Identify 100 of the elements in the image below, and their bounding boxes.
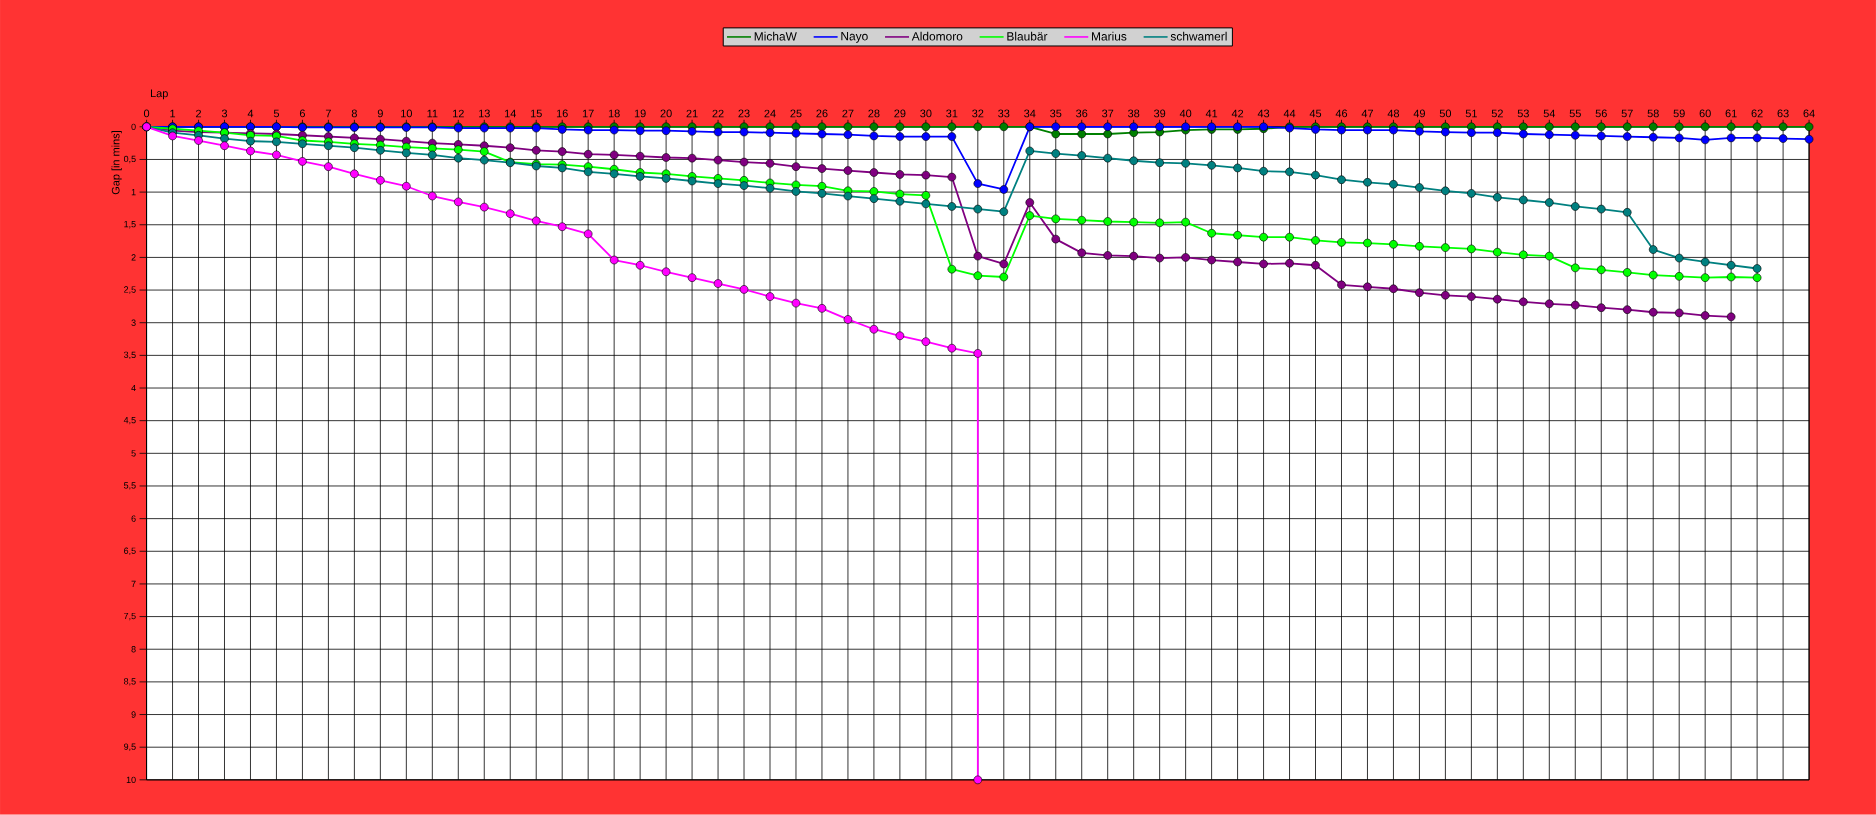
point xyxy=(947,344,957,353)
x-tick-label: 41 xyxy=(1205,109,1218,118)
point xyxy=(869,325,879,334)
point xyxy=(739,285,749,294)
point xyxy=(661,267,671,277)
x-tick-label: 61 xyxy=(1725,109,1737,118)
x-tick-label: 48 xyxy=(1387,109,1400,118)
x-tick-label: 29 xyxy=(894,109,906,118)
x-tick-label: 46 xyxy=(1335,109,1348,118)
y-tick-label: 4 xyxy=(131,385,136,392)
y-tick-label: 1 xyxy=(131,189,136,196)
y-tick-label: 6,5 xyxy=(124,547,136,556)
x-tick-label: 22 xyxy=(712,109,724,118)
x-tick-label: 52 xyxy=(1491,109,1503,118)
legend-label: Nayo xyxy=(841,32,868,43)
x-tick-label: 35 xyxy=(1050,109,1062,118)
legend-label: schwamerl xyxy=(1170,31,1227,41)
point xyxy=(220,141,229,151)
x-tick-label: 34 xyxy=(1024,109,1036,118)
x-tick-label: 39 xyxy=(1153,109,1166,118)
point xyxy=(505,209,515,219)
x-tick-label: 26 xyxy=(816,109,828,118)
y-tick-label: 7,5 xyxy=(124,613,136,621)
y-tick-label: 2 xyxy=(131,254,136,261)
y-tick-label: 2,5 xyxy=(124,286,136,294)
x-tick-label: 43 xyxy=(1257,109,1270,118)
x-tick-label: 24 xyxy=(764,109,776,118)
x-tick-label: 62 xyxy=(1751,109,1763,118)
x-tick-label: 56 xyxy=(1595,109,1607,118)
x-tick-label: 10 xyxy=(401,109,412,118)
x-tick-label: 4 xyxy=(247,109,254,118)
y-tick-label: 6 xyxy=(131,515,136,522)
point xyxy=(350,169,359,179)
y-tick-label: 3 xyxy=(131,319,136,326)
x-tick-label: 20 xyxy=(660,109,672,118)
x-tick-label: 58 xyxy=(1647,109,1659,118)
x-tick-label: 18 xyxy=(608,109,620,118)
y-tick-label: 5,5 xyxy=(123,482,136,490)
x-tick-label: 12 xyxy=(453,109,464,118)
y-tick-label: 9,5 xyxy=(124,743,136,751)
x-tick-label: 6 xyxy=(299,109,305,118)
legend-label: MichaW xyxy=(754,31,797,41)
y-tick-label: 8 xyxy=(131,646,136,653)
y-tick-label: 0 xyxy=(131,123,136,131)
y-tick-label: 4,5 xyxy=(123,417,136,425)
y-tick-label: 9 xyxy=(131,711,136,718)
x-tick-label: 50 xyxy=(1439,109,1452,118)
x-tick-label: 63 xyxy=(1777,109,1789,118)
point xyxy=(246,146,255,156)
x-tick-label: 40 xyxy=(1179,109,1192,118)
point xyxy=(272,150,281,160)
x-tick-label: 0 xyxy=(143,109,150,118)
x-tick-label: 5 xyxy=(273,109,280,118)
x-tick-label: 42 xyxy=(1231,109,1244,118)
x-tick-label: 14 xyxy=(504,109,516,118)
point xyxy=(635,261,645,270)
x-tick-label: 21 xyxy=(686,109,698,118)
point xyxy=(895,331,905,341)
x-tick-label: 55 xyxy=(1569,109,1581,118)
x-tick-label: 36 xyxy=(1076,109,1088,118)
x-tick-label: 57 xyxy=(1621,109,1633,118)
y-tick-label: 7 xyxy=(131,580,136,588)
x-tick-label: 64 xyxy=(1803,109,1815,118)
x-tick-label: 37 xyxy=(1102,109,1114,118)
point xyxy=(453,197,463,207)
y-tick-label: 0,5 xyxy=(123,155,136,164)
point xyxy=(583,229,593,239)
x-tick-label: 31 xyxy=(946,109,958,118)
point xyxy=(428,191,437,201)
point xyxy=(791,298,801,308)
x-tick-label: 1 xyxy=(170,109,176,118)
x-tick-label: 9 xyxy=(377,109,383,118)
point xyxy=(298,157,307,166)
x-tick-label: 23 xyxy=(738,109,750,118)
x-tick-label: 32 xyxy=(972,109,984,118)
y-tick-label: 8,5 xyxy=(124,678,136,686)
x-tick-label: 8 xyxy=(351,109,357,118)
x-tick-label: 51 xyxy=(1465,109,1477,118)
point xyxy=(973,775,983,785)
legend-label: Aldomoro xyxy=(911,31,963,41)
point xyxy=(557,222,567,232)
point xyxy=(765,292,775,301)
legend-label: Marius xyxy=(1092,31,1127,41)
x-tick-label: 28 xyxy=(868,109,880,118)
point xyxy=(324,162,333,172)
point xyxy=(921,337,931,347)
point xyxy=(817,304,827,313)
point xyxy=(402,182,411,191)
legend-label: Blaubär xyxy=(1007,31,1048,41)
x-tick-label: 60 xyxy=(1699,109,1711,118)
x-tick-label: 47 xyxy=(1361,109,1374,118)
x-tick-label: 15 xyxy=(530,109,542,118)
point xyxy=(609,255,619,265)
x-tick-label: 16 xyxy=(556,109,568,118)
x-axis-title: Lap xyxy=(150,89,168,100)
x-tick-label: 44 xyxy=(1283,109,1296,118)
point xyxy=(713,279,723,288)
x-tick-label: 49 xyxy=(1413,109,1425,118)
point xyxy=(973,349,983,358)
x-tick-label: 19 xyxy=(634,109,646,118)
